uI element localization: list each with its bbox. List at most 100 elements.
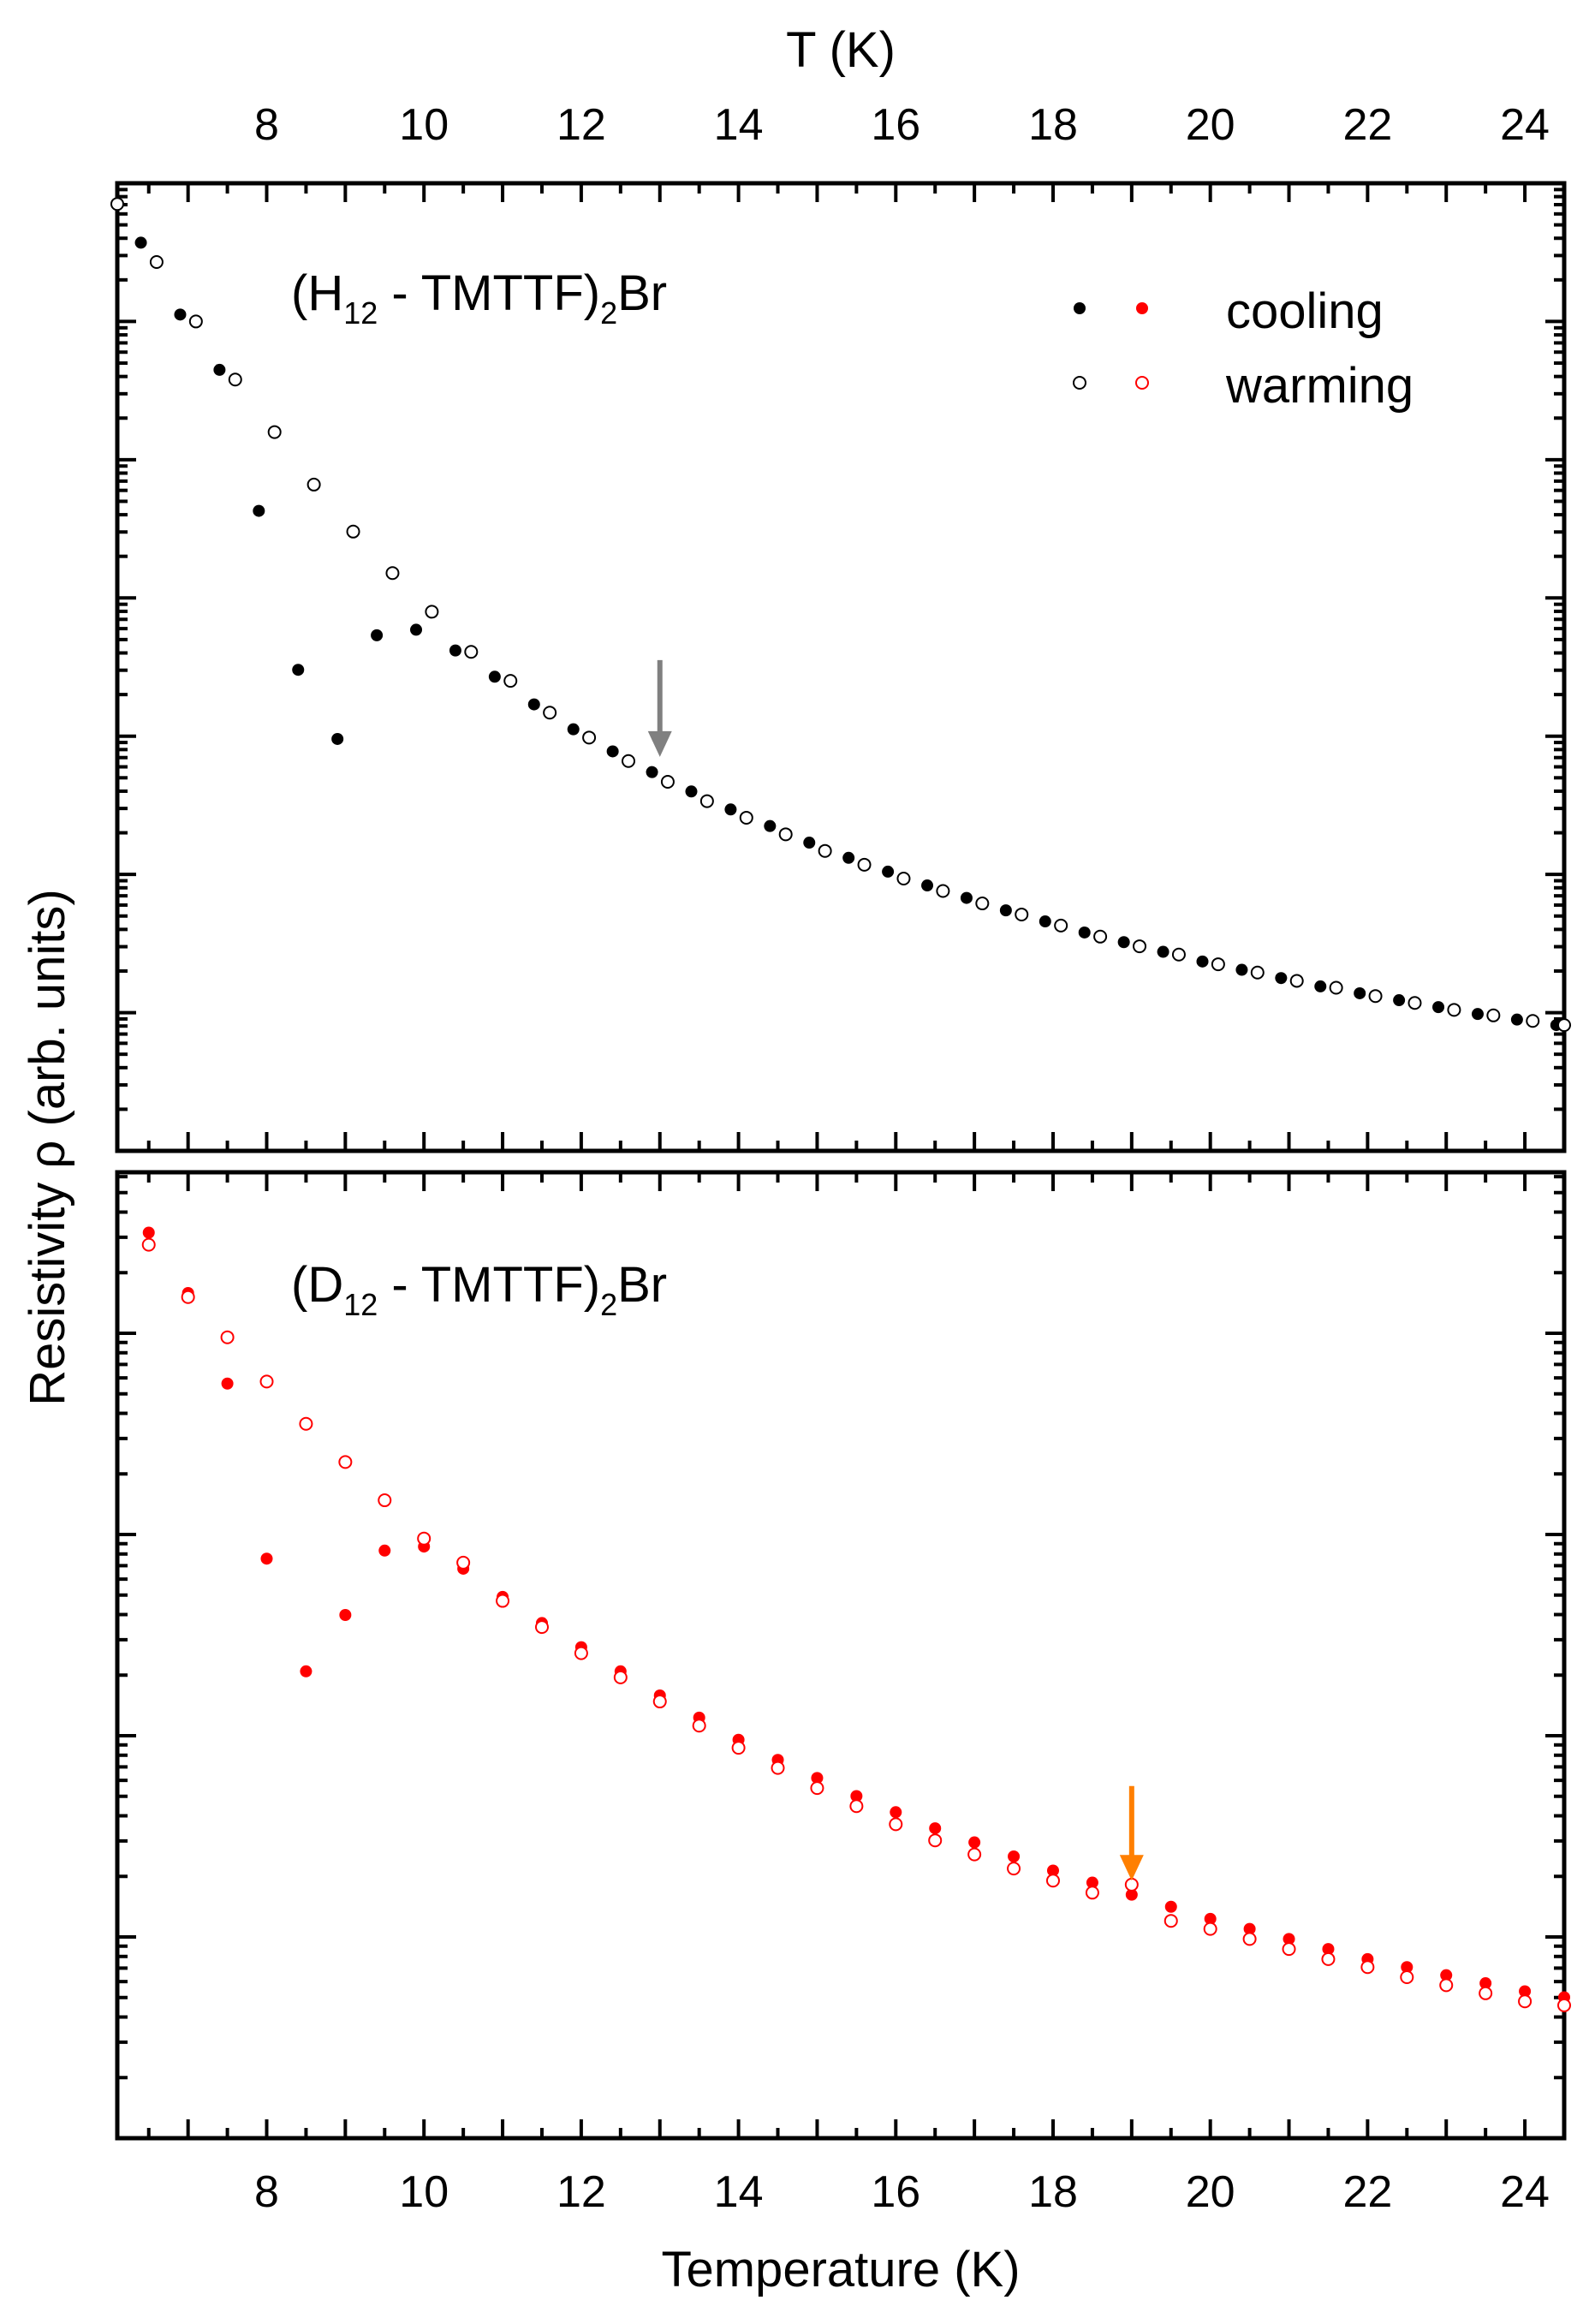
data-point-warming bbox=[1093, 929, 1108, 944]
x-tick-label: 14 bbox=[714, 2167, 764, 2217]
data-point-warming bbox=[622, 754, 636, 768]
data-point-warming bbox=[1360, 1960, 1375, 1975]
data-point-warming bbox=[652, 1695, 667, 1709]
data-point-cooling bbox=[371, 629, 384, 641]
top-axis-title: T (K) bbox=[786, 22, 896, 78]
data-point-warming bbox=[1289, 974, 1304, 988]
data-point-cooling bbox=[1322, 1943, 1335, 1956]
data-point-warming bbox=[188, 314, 203, 329]
data-point-warming bbox=[425, 605, 439, 619]
data-point-cooling bbox=[960, 891, 973, 904]
data-point-warming bbox=[456, 1555, 471, 1570]
data-point-warming bbox=[849, 1799, 864, 1814]
bottom-panel-label: (D12 - TMTTF)2Br bbox=[291, 1257, 667, 1322]
arrow-head bbox=[1119, 1855, 1144, 1881]
data-point-warming bbox=[1250, 965, 1265, 980]
data-point-cooling bbox=[260, 1552, 273, 1565]
data-point-warming bbox=[141, 1237, 156, 1252]
data-point-cooling bbox=[803, 837, 816, 849]
data-point-warming bbox=[1085, 1886, 1099, 1900]
data-point-cooling bbox=[685, 785, 698, 798]
x-tick-label: 22 bbox=[1342, 100, 1392, 150]
data-point-warming bbox=[1045, 1874, 1060, 1888]
data-point-warming bbox=[346, 524, 360, 539]
bottom-axis-title: Temperature (K) bbox=[661, 2242, 1020, 2297]
bottom-plot-frame bbox=[115, 1170, 1567, 2141]
data-point-warming bbox=[1133, 939, 1147, 954]
data-point-cooling bbox=[410, 623, 423, 636]
top-data-points bbox=[110, 197, 1571, 1033]
data-point-cooling bbox=[921, 879, 934, 892]
data-point-warming bbox=[338, 1455, 353, 1469]
data-point-warming bbox=[936, 884, 950, 898]
data-point-cooling bbox=[1432, 1001, 1445, 1014]
bottom-panel: Temperature (K) 8 10 12 14 16 18 20 22 24 (D12 -… bbox=[115, 1170, 1571, 2297]
data-point-warming bbox=[1015, 907, 1029, 921]
data-point-cooling bbox=[339, 1609, 352, 1621]
data-point-cooling bbox=[1204, 1912, 1217, 1925]
data-point-warming bbox=[818, 843, 832, 858]
data-point-cooling bbox=[646, 766, 658, 778]
data-point-cooling bbox=[929, 1822, 942, 1835]
data-point-warming bbox=[1400, 1970, 1414, 1984]
data-point-warming bbox=[857, 857, 872, 872]
data-point-warming bbox=[228, 372, 242, 387]
data-point-cooling bbox=[221, 1377, 234, 1390]
data-point-warming bbox=[771, 1761, 785, 1775]
top-panel: T (K) 8 10 12 14 16 18 20 22 24 (H12 - TMTTF)2Br… bbox=[110, 22, 1571, 1153]
data-point-warming bbox=[1054, 918, 1068, 933]
x-tick-label: 24 bbox=[1500, 2167, 1550, 2217]
data-point-warming bbox=[267, 425, 282, 439]
data-point-warming bbox=[699, 794, 714, 808]
data-point-warming bbox=[534, 1620, 549, 1635]
data-point-cooling bbox=[842, 851, 855, 864]
data-point-warming bbox=[110, 197, 124, 212]
x-tick-label: 16 bbox=[871, 2167, 920, 2217]
top-transition-arrow bbox=[647, 659, 672, 757]
data-point-warming bbox=[574, 1646, 588, 1660]
data-point-cooling bbox=[811, 1772, 824, 1785]
data-point-cooling bbox=[300, 1665, 312, 1677]
bottom-x-ticks: 8 10 12 14 16 18 20 22 24 bbox=[146, 1172, 1566, 2217]
data-point-cooling bbox=[1008, 1850, 1021, 1862]
data-point-warming bbox=[385, 566, 400, 581]
data-point-warming bbox=[299, 1416, 313, 1431]
data-point-warming bbox=[613, 1670, 628, 1684]
data-point-cooling bbox=[567, 723, 580, 736]
data-point-warming bbox=[1447, 1003, 1461, 1017]
data-point-warming bbox=[417, 1531, 431, 1546]
data-point-cooling bbox=[1125, 1888, 1138, 1901]
data-point-warming bbox=[149, 255, 164, 270]
x-tick-label: 20 bbox=[1186, 100, 1235, 150]
data-point-warming bbox=[496, 1594, 510, 1608]
data-point-cooling bbox=[1519, 1985, 1532, 1998]
data-point-warming bbox=[1368, 989, 1383, 1004]
x-tick-label: 24 bbox=[1500, 100, 1550, 150]
data-point-cooling bbox=[488, 670, 501, 683]
data-point-cooling bbox=[724, 803, 737, 816]
data-point-cooling bbox=[174, 308, 187, 321]
data-point-cooling bbox=[1275, 972, 1288, 985]
data-point-warming bbox=[1557, 1998, 1571, 2012]
data-point-warming bbox=[181, 1290, 195, 1304]
data-point-warming bbox=[307, 477, 321, 492]
legend-warming-label: warming bbox=[1225, 358, 1413, 414]
legend-cooling-marker-red bbox=[1136, 302, 1148, 314]
data-point-cooling bbox=[1479, 1977, 1492, 1990]
data-point-cooling bbox=[1243, 1922, 1256, 1935]
data-point-warming bbox=[928, 1833, 943, 1848]
data-point-warming bbox=[1408, 996, 1422, 1010]
data-point-cooling bbox=[1196, 955, 1209, 968]
data-point-warming bbox=[1557, 1018, 1571, 1033]
y-axis-title: Resistivity ρ (arb. units) bbox=[20, 889, 75, 1405]
x-tick-label: 16 bbox=[871, 100, 920, 150]
data-point-cooling bbox=[1314, 980, 1327, 992]
top-x-ticks: 8 10 12 14 16 18 20 22 24 bbox=[146, 100, 1566, 1151]
data-point-cooling bbox=[1157, 945, 1169, 958]
data-point-cooling bbox=[1393, 994, 1406, 1007]
data-point-warming bbox=[1242, 1932, 1257, 1946]
data-point-cooling bbox=[213, 363, 226, 376]
data-point-cooling bbox=[1510, 1013, 1523, 1026]
